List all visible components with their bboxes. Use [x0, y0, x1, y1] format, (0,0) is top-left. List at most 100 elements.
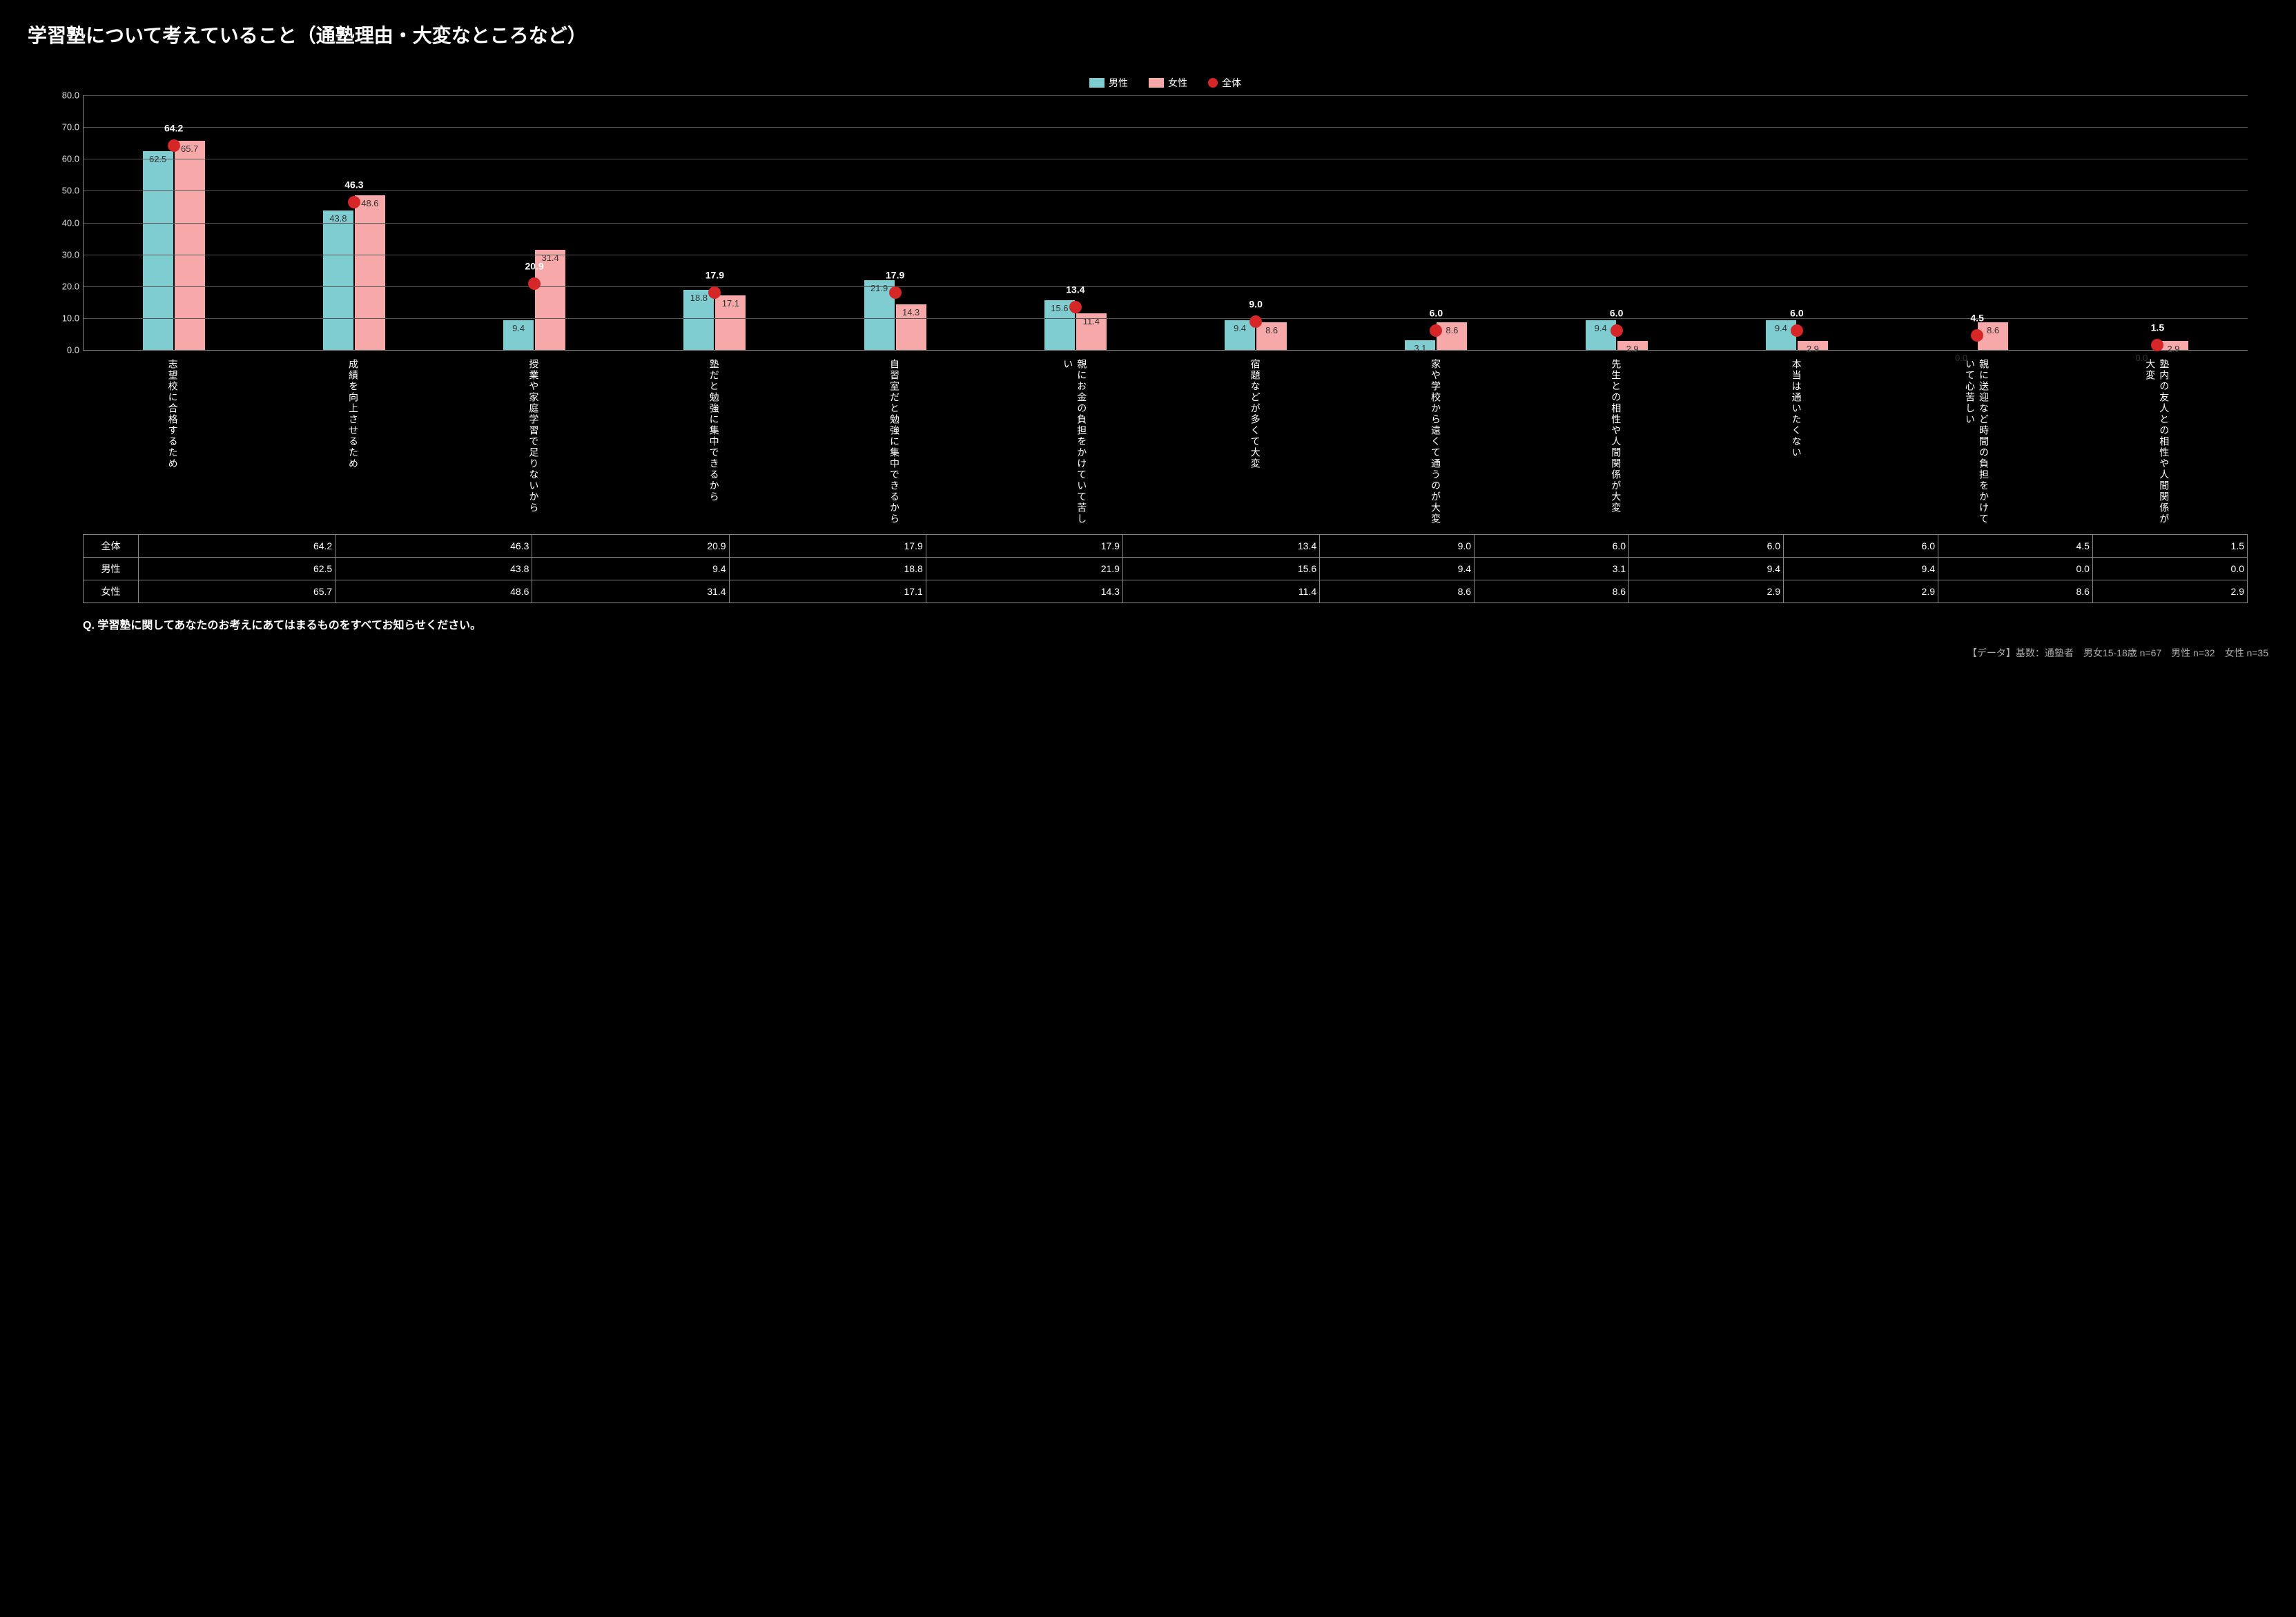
data-table: 全体64.246.320.917.917.913.49.06.06.06.04.…: [83, 534, 2248, 603]
y-tick-label: 20.0: [49, 281, 79, 291]
total-dot: [348, 196, 360, 208]
total-dot: [708, 286, 721, 299]
total-dot-label: 17.9: [886, 270, 904, 281]
bar-male: 43.8: [323, 210, 353, 350]
bar-male: 18.8: [683, 290, 714, 350]
x-axis-label-text: 塾内の友人との相性や人間関係が大変: [2143, 359, 2171, 531]
bar-value-female: 65.7: [181, 144, 198, 154]
table-cell: 43.8: [335, 558, 532, 580]
bar-male: 9.4: [503, 320, 534, 350]
bar-value-male: 9.4: [1234, 323, 1246, 333]
x-axis-label: 親に送迎など時間の負担をかけていて心苦しい: [1887, 353, 2067, 531]
x-axis-label: 塾内の友人との相性や人間関係が大変: [2068, 353, 2248, 531]
x-axis-label-text: 家や学校から遠くて通うのが大変: [1429, 359, 1443, 531]
table-row: 男性62.543.89.418.821.915.69.43.19.49.40.0…: [84, 558, 2248, 580]
x-axis-label-text: 成績を向上させるため: [347, 359, 360, 531]
table-cell: 0.0: [1938, 558, 2093, 580]
total-dot: [889, 286, 902, 299]
legend: 男性 女性 全体: [83, 76, 2248, 90]
chart-container: 男性 女性 全体 62.565.764.243.848.646.39.431.4…: [83, 76, 2248, 603]
table-rowhead: 女性: [84, 580, 139, 603]
y-tick-label: 10.0: [49, 313, 79, 323]
bar-female: 48.6: [355, 195, 385, 350]
x-axis-label-text: 授業や家庭学習で足りないから: [527, 359, 541, 531]
bar-value-male: 3.1: [1414, 343, 1426, 353]
y-tick-label: 50.0: [49, 186, 79, 196]
table-cell: 2.9: [1784, 580, 1938, 603]
total-dot: [168, 139, 180, 152]
table-cell: 20.9: [532, 535, 729, 558]
table-cell: 9.0: [1320, 535, 1475, 558]
total-dot: [528, 277, 541, 290]
legend-swatch-male: [1089, 78, 1105, 88]
table-cell: 2.9: [2092, 580, 2247, 603]
table-cell: 17.9: [926, 535, 1122, 558]
total-dot-label: 6.0: [1430, 308, 1443, 319]
total-dot-label: 64.2: [164, 122, 183, 133]
x-axis-label-text: 親にお金の負担をかけていて苦しい: [1061, 359, 1089, 531]
x-axis-label: 成績を向上させるため: [263, 353, 443, 531]
table-cell: 8.6: [1320, 580, 1475, 603]
x-axis-label-text: 塾だと勉強に集中できるから: [708, 359, 721, 531]
chart-plot-area: 62.565.764.243.848.646.39.431.420.918.81…: [83, 95, 2248, 351]
bar-female: 8.6: [1437, 322, 1467, 350]
bar-female: 11.4: [1076, 313, 1107, 350]
legend-swatch-female: [1149, 78, 1164, 88]
table-cell: 9.4: [1629, 558, 1784, 580]
legend-label-female: 女性: [1168, 76, 1187, 90]
bar-value-female: 48.6: [361, 198, 378, 208]
y-tick-label: 60.0: [49, 154, 79, 164]
bar-value-female: 2.9: [2167, 344, 2179, 354]
y-tick-label: 40.0: [49, 217, 79, 228]
total-dot: [1069, 301, 1082, 313]
total-dot: [1249, 315, 1262, 328]
table-cell: 11.4: [1122, 580, 1319, 603]
bar-value-female: 8.6: [1987, 325, 1999, 335]
x-axis-label: 家や学校から遠くて通うのが大変: [1345, 353, 1526, 531]
table-cell: 64.2: [139, 535, 335, 558]
y-tick-label: 30.0: [49, 249, 79, 259]
table-cell: 17.9: [729, 535, 926, 558]
x-axis-labels: 志望校に合格するため 成績を向上させるため 授業や家庭学習で足りないから 塾だと勉強に…: [83, 353, 2248, 531]
table-cell: 48.6: [335, 580, 532, 603]
table-cell: 6.0: [1475, 535, 1629, 558]
bar-male: 62.5: [143, 151, 173, 350]
x-axis-label-text: 先生との相性や人間関係が大変: [1609, 359, 1623, 531]
table-cell: 31.4: [532, 580, 729, 603]
legend-dot-total: [1208, 78, 1218, 88]
bar-value-male: 15.6: [1051, 303, 1068, 313]
bar-male: 3.1: [1405, 340, 1435, 350]
table-cell: 8.6: [1938, 580, 2093, 603]
bar-value-male: 0.0: [1955, 353, 1967, 363]
total-dot-label: 1.5: [2151, 322, 2164, 333]
table-cell: 6.0: [1629, 535, 1784, 558]
table-cell: 13.4: [1122, 535, 1319, 558]
bar-female: 17.1: [715, 295, 746, 350]
legend-label-male: 男性: [1109, 76, 1128, 90]
bar-value-male: 21.9: [870, 283, 888, 293]
table-cell: 3.1: [1475, 558, 1629, 580]
total-dot: [1611, 324, 1623, 337]
total-dot: [2151, 339, 2163, 351]
gridline: [84, 286, 2248, 287]
table-cell: 17.1: [729, 580, 926, 603]
bar-female: 2.9: [1617, 341, 1648, 350]
table-cell: 21.9: [926, 558, 1122, 580]
bar-value-female: 17.1: [722, 298, 739, 308]
total-dot-label: 9.0: [1249, 298, 1262, 309]
y-tick-label: 0.0: [49, 345, 79, 355]
x-axis-label: 先生との相性や人間関係が大変: [1526, 353, 1706, 531]
x-axis-label: 宿題などが多くて大変: [1165, 353, 1345, 531]
bar-value-female: 14.3: [902, 307, 920, 317]
x-axis-label: 志望校に合格するため: [83, 353, 263, 531]
gridline: [84, 95, 2248, 96]
bar-value-female: 8.6: [1446, 325, 1458, 335]
bar-female: 14.3: [896, 304, 926, 350]
x-axis-label-text: 親に送迎など時間の負担をかけていて心苦しい: [1963, 359, 1991, 531]
table-cell: 65.7: [139, 580, 335, 603]
table-cell: 15.6: [1122, 558, 1319, 580]
table-cell: 18.8: [729, 558, 926, 580]
total-dot-label: 6.0: [1790, 308, 1803, 319]
total-dot-label: 4.5: [1970, 313, 1983, 324]
table-cell: 8.6: [1475, 580, 1629, 603]
